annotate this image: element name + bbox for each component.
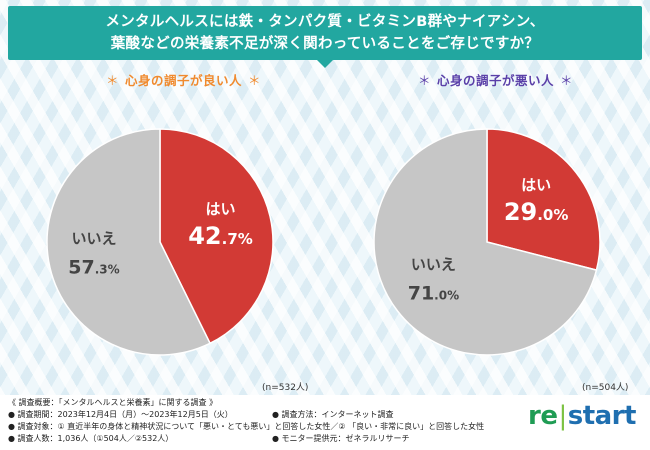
- restart-logo: re|start: [528, 401, 636, 431]
- pie-slice-no: [46, 128, 212, 356]
- slice-value-yes: 29.0%: [504, 198, 569, 226]
- slice-label-no: いいえ: [411, 256, 456, 274]
- footer-line-right: ● モニター提供元：ゼネラルリサーチ: [272, 434, 410, 443]
- panel-label-good: 心身の調子が良い人: [125, 73, 243, 88]
- footer-line-right: ● 調査方法：インターネット調査: [272, 410, 394, 419]
- sample-size-good: (n=532人): [262, 383, 309, 393]
- footer-line: ● 調査人数：1,036人（①504人／②532人）: [8, 434, 174, 443]
- star-icon: ＊: [106, 73, 120, 88]
- pie-slice-no: [373, 128, 598, 356]
- slice-label-yes: はい: [206, 200, 236, 218]
- slice-label-no: いいえ: [71, 229, 116, 247]
- panel-title-good: ＊ 心身の調子が良い人 ＊: [100, 70, 267, 89]
- logo-divider: |: [558, 401, 567, 431]
- logo-start: start: [567, 401, 637, 431]
- panel-label-bad: 心身の調子が悪い人: [437, 73, 555, 88]
- star-icon: ＊: [248, 73, 262, 88]
- banner-line-1: メンタルヘルスには鉄・タンパク質・ビタミンB群やナイアシン、: [105, 14, 545, 30]
- footer-line: ● 調査対象：① 直近半年の身体と精神状況について「悪い・とても悪い」と回答した…: [8, 422, 485, 431]
- banner-pointer: [317, 60, 333, 68]
- slice-value-no: 71.0%: [408, 283, 459, 305]
- footer-line: ● 調査期間：2023年12月4日（月）〜2023年12月5日（火）: [8, 410, 233, 419]
- panel-title-bad: ＊ 心身の調子が悪い人 ＊: [412, 70, 579, 89]
- slice-label-yes: はい: [521, 176, 551, 194]
- question-banner: メンタルヘルスには鉄・タンパク質・ビタミンB群やナイアシン、 葉酸などの栄養素不…: [8, 6, 642, 60]
- slice-value-no: 57.3%: [68, 256, 119, 278]
- logo-re: re: [528, 401, 558, 431]
- pie-slice-yes: [159, 128, 274, 345]
- survey-footer: 《 調査概要：「メンタルヘルスと栄養素」に関する調査 》 ● 調査期間：2023…: [0, 395, 650, 450]
- sample-size-bad: (n=504人): [582, 383, 629, 393]
- footer-line: 《 調査概要：「メンタルヘルスと栄養素」に関する調査 》: [8, 398, 218, 407]
- slice-value-yes: 42.7%: [188, 222, 253, 250]
- star-icon: ＊: [418, 73, 432, 88]
- star-icon: ＊: [560, 73, 574, 88]
- banner-line-2: 葉酸などの栄養素不足が深く関わっていることをご存じですか？: [110, 36, 540, 52]
- pie-slice-yes: [486, 128, 601, 272]
